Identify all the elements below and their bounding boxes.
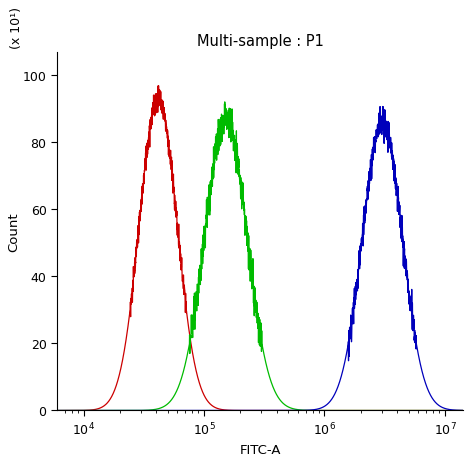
Text: (x 10¹): (x 10¹) (10, 7, 24, 49)
X-axis label: FITC-A: FITC-A (239, 443, 281, 456)
Y-axis label: Count: Count (7, 212, 20, 251)
Title: Multi-sample : P1: Multi-sample : P1 (196, 33, 323, 49)
